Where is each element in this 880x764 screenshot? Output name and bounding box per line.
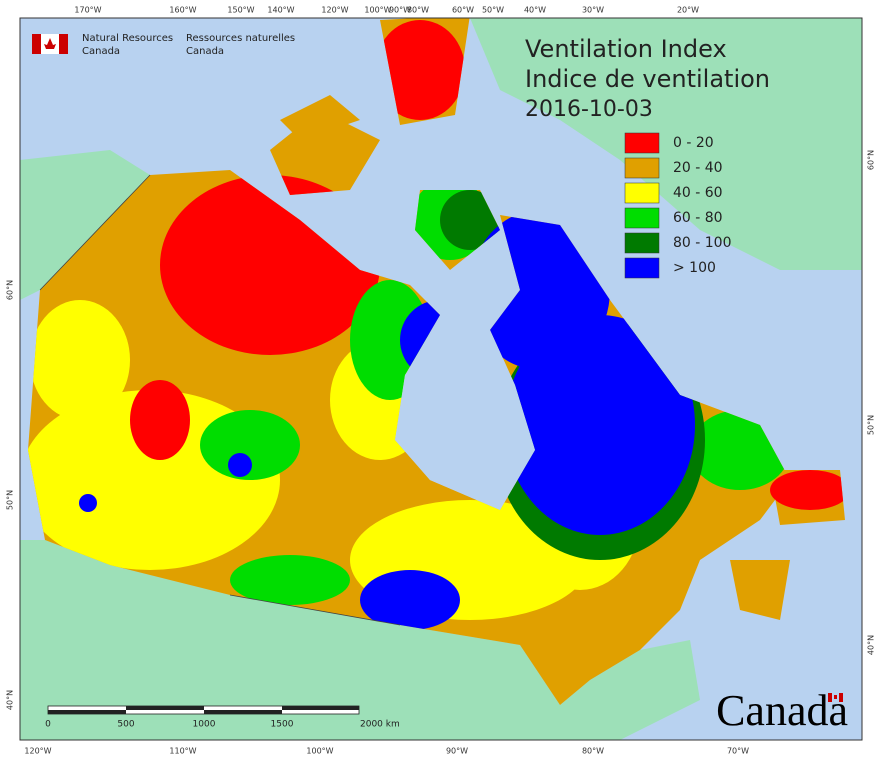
scale-label: 1500	[271, 720, 294, 730]
scale-label: 1000	[193, 720, 216, 730]
scale-label: 0	[45, 720, 51, 730]
graticule-label: 100°W	[364, 6, 391, 15]
zone-blue	[79, 494, 97, 512]
legend-label: 60 - 80	[673, 210, 723, 226]
graticule-label: 160°W	[169, 6, 196, 15]
scale-segment	[204, 710, 282, 714]
scale-segment	[126, 706, 204, 710]
flag-bar	[59, 34, 68, 54]
graticule-label: 80°W	[582, 747, 604, 756]
zone-green	[200, 410, 300, 480]
zone-darkgreen	[440, 190, 500, 250]
zone-green	[230, 555, 350, 605]
agency-en: Canada	[82, 46, 120, 57]
graticule-label: 20°W	[677, 6, 699, 15]
flag-bar	[828, 693, 832, 702]
legend-swatch	[624, 157, 660, 179]
graticule-label: 50°N	[867, 415, 876, 435]
graticule-label: 60°N	[6, 280, 15, 300]
scale-label: 2000 km	[360, 720, 400, 730]
title: Ventilation Index	[525, 35, 727, 63]
wordmark: Canada	[716, 686, 848, 735]
graticule-label: 60°W	[452, 6, 474, 15]
graticule-label: 110°W	[169, 747, 196, 756]
flag-leaf	[44, 38, 56, 49]
agency-fr: Canada	[186, 46, 224, 57]
usa	[20, 540, 700, 740]
legend-label: 40 - 60	[673, 185, 723, 201]
scale-label: 500	[117, 720, 134, 730]
zone-blue	[360, 570, 460, 630]
legend-swatch	[624, 232, 660, 254]
graticule-label: 100°W	[306, 747, 333, 756]
scale-bar: 0 500 1000 1500 2000 km	[45, 705, 400, 730]
date: 2016-10-03	[525, 97, 653, 122]
alaska	[20, 18, 150, 300]
graticule-label: 30°W	[582, 6, 604, 15]
graticule-label: 150°W	[227, 6, 254, 15]
zone-blue	[505, 315, 695, 535]
frame	[19, 17, 863, 741]
hudson-bay	[395, 330, 535, 510]
scale-segment	[282, 706, 359, 710]
map-body	[20, 18, 862, 740]
zone-red	[770, 470, 845, 510]
graticule-label: 40°W	[524, 6, 546, 15]
graticule-label: 60°N	[867, 150, 876, 170]
legend-swatch	[624, 257, 660, 279]
greenland	[470, 18, 862, 270]
graticule-label: 40°N	[867, 635, 876, 655]
flag-bar	[839, 693, 843, 702]
legend-label: 0 - 20	[673, 135, 714, 151]
border	[39, 174, 401, 626]
graticule-label: 70°W	[727, 747, 749, 756]
scale-segment	[48, 710, 126, 714]
graticule-label: 120°W	[321, 6, 348, 15]
graticule-label: 90°W	[389, 6, 411, 15]
flag-bar	[32, 34, 41, 54]
agency-en: Natural Resources	[82, 33, 173, 44]
wordmark-flag	[828, 693, 843, 702]
graticule-label: 170°W	[74, 6, 101, 15]
flag-leaf	[834, 695, 837, 699]
legend: 0 - 20 20 - 40 40 - 60 60 - 80 80 - 100 > 100	[624, 132, 732, 279]
graticule-label: 140°W	[267, 6, 294, 15]
graticule-label: 50°N	[6, 490, 15, 510]
graticule-label: 50°W	[482, 6, 504, 15]
legend-label: 20 - 40	[673, 160, 723, 176]
legend-label: 80 - 100	[673, 235, 732, 251]
logo	[32, 34, 68, 54]
zone-blue	[228, 453, 252, 477]
legend-swatch	[624, 182, 660, 204]
graticule-label: 120°W	[24, 747, 51, 756]
graticule-label: 80°W	[407, 6, 429, 15]
legend-swatch	[624, 132, 660, 154]
graticule-label: 90°W	[446, 747, 468, 756]
title: Indice de ventilation	[525, 65, 770, 93]
legend-swatch	[624, 207, 660, 229]
zone-red	[375, 20, 465, 120]
zone-yellow	[30, 300, 130, 420]
zone-red	[130, 380, 190, 460]
graticule-label: 40°N	[6, 690, 15, 710]
agency-fr: Ressources naturelles	[186, 33, 295, 44]
legend-label: > 100	[673, 260, 716, 276]
